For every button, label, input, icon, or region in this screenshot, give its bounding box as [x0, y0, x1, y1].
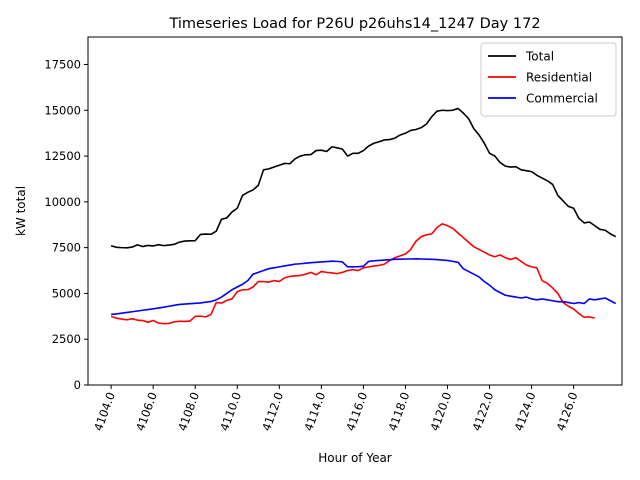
x-tick-label: 4120.0: [427, 390, 454, 433]
x-tick-label: 4108.0: [175, 390, 202, 433]
x-tick-label: 4112.0: [259, 390, 286, 433]
x-tick-label: 4104.0: [91, 390, 118, 433]
x-axis-label: Hour of Year: [318, 451, 392, 465]
y-tick-label: 15000: [44, 103, 81, 117]
x-tick-label: 4110.0: [217, 390, 244, 433]
x-tick-label: 4122.0: [469, 390, 496, 433]
legend-label-residential: Residential: [526, 71, 592, 85]
x-tick-label: 4124.0: [511, 390, 538, 433]
series-line-residential: [110, 223, 595, 325]
y-tick-label: 10000: [44, 195, 81, 209]
y-tick-label: 7500: [52, 241, 81, 255]
y-tick-label: 2500: [52, 332, 81, 346]
x-tick-label: 4126.0: [554, 390, 581, 433]
y-axis: 0 2500 5000 7500 10000 12500 15000 17500: [44, 57, 88, 392]
y-tick-label: 12500: [44, 149, 81, 163]
series-line-total: [110, 107, 617, 249]
y-tick-label: 17500: [44, 57, 81, 71]
legend-label-total: Total: [525, 50, 554, 64]
y-tick-label: 0: [74, 378, 81, 392]
chart-title: Timeseries Load for P26U p26uhs14_1247 D…: [168, 16, 540, 32]
series-line-commercial: [111, 257, 617, 316]
x-tick-label: 4106.0: [133, 390, 160, 433]
x-axis: 4104.0 4106.0 4108.0 4110.0 4112.0 4114.0 4116…: [91, 385, 580, 433]
y-axis-label: kW total: [14, 186, 28, 236]
plot-frame: [87, 36, 623, 386]
x-tick-label: 4118.0: [385, 390, 412, 433]
legend-label-commercial: Commercial: [526, 92, 598, 106]
legend: Total Residential Commercial: [480, 42, 617, 117]
y-tick-label: 5000: [52, 286, 81, 300]
x-tick-label: 4116.0: [343, 390, 370, 433]
x-tick-label: 4114.0: [301, 390, 328, 433]
